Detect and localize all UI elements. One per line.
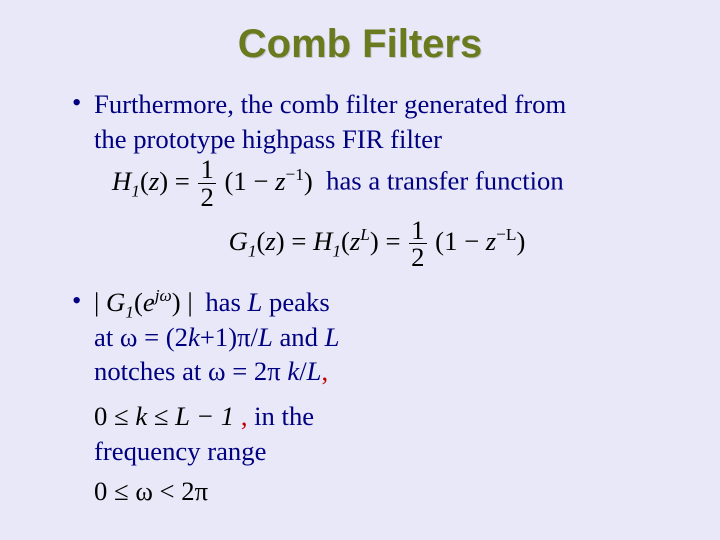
g1-fn: G	[229, 226, 248, 256]
g1-sub: 1	[248, 241, 257, 260]
bullet-2-line-6: 0 ≤ ω < 2π	[94, 474, 660, 509]
h1-arg: z	[149, 166, 159, 196]
bullet-1-eq-g1-line: G1(z) = H1(zL) = 12 (1 − z−L)	[94, 217, 660, 271]
slide-title: Comb Filters	[0, 0, 720, 67]
b2-notches-k: k	[287, 356, 299, 386]
g1-midsub: 1	[332, 241, 341, 260]
b2-peaks-a: at ω = (2	[94, 322, 188, 352]
rw-r: 2π	[181, 476, 208, 506]
g1-midbase: z	[350, 226, 360, 256]
rw-o2: <	[160, 476, 175, 506]
rw-m: ω	[135, 476, 153, 506]
b2-freq-line: frequency range	[94, 436, 266, 466]
bullet-1-line-a: Furthermore, the comb filter generated f…	[94, 87, 660, 122]
g1-coef-num: 1	[409, 217, 426, 244]
g1-a: 1	[444, 226, 457, 256]
equation-range-omega: 0 ≤ ω < 2π	[94, 476, 208, 506]
bullet-1-eq-h1-line: H1(z) = 12 (1 − z−1) has a transfer func…	[112, 156, 660, 210]
h1-coef-den: 2	[198, 183, 215, 211]
b2-peaks-L: L	[248, 287, 263, 317]
g1-close: )	[517, 226, 526, 256]
rk-r: L − 1	[175, 401, 234, 431]
bullet-2-line-2: at ω = (2k+1)π/L and L	[94, 320, 660, 355]
bullet-2: G1(ejω) has L peaks at ω = (2k+1)π/L and…	[72, 285, 660, 509]
h1-sub: 1	[131, 181, 140, 200]
b2-peaks-c: and	[273, 322, 325, 352]
bullet-1: Furthermore, the comb filter generated f…	[72, 87, 660, 271]
b2-peaks-L2: L	[258, 322, 273, 352]
g1-open: (	[435, 226, 444, 256]
g1-zexp: −L	[496, 225, 516, 244]
g1-arg: z	[265, 226, 275, 256]
mag-sub: 1	[125, 302, 134, 321]
h1-fn: H	[112, 166, 131, 196]
g1-op: −	[464, 226, 479, 256]
rk-o1: ≤	[114, 401, 129, 431]
h1-close: )	[304, 166, 313, 196]
g1-zbase: z	[486, 226, 496, 256]
bullet-1-tail: has a transfer function	[326, 166, 564, 196]
bullet-2-line-5: frequency range	[94, 434, 660, 469]
h1-a: 1	[233, 166, 246, 196]
slide: Comb Filters Furthermore, the comb filte…	[0, 0, 720, 540]
mag-base: e	[143, 287, 155, 317]
h1-coef-num: 1	[198, 156, 215, 183]
rw-l: 0	[94, 476, 107, 506]
b2-peaks-b: +1)π/	[200, 322, 258, 352]
bullet-2-line-4: 0 ≤ k ≤ L − 1 , in the	[94, 399, 660, 434]
b2-after-L: peaks	[262, 287, 329, 317]
b2-after-mag: has	[205, 287, 247, 317]
b2-notches-b: /	[299, 356, 306, 386]
b2-peaks-L3: L	[325, 322, 340, 352]
bullet-2-line-3: notches at ω = 2π k/L,	[94, 354, 660, 389]
bullet-1-line-b: the prototype highpass FIR filter	[94, 122, 660, 157]
h1-zexp: −1	[285, 165, 303, 184]
equation-g1: G1(z) = H1(zL) = 12 (1 − z−L)	[229, 226, 526, 256]
rw-o1: ≤	[114, 476, 129, 506]
g1-coef-den: 2	[409, 243, 426, 271]
slide-body: Furthermore, the comb filter generated f…	[0, 67, 720, 527]
mag-exp: jω	[155, 286, 172, 305]
rk-l: 0	[94, 401, 107, 431]
b2-range-k-tail: , in the	[241, 401, 314, 431]
b2-peaks-k: k	[188, 322, 200, 352]
equation-range-k: 0 ≤ k ≤ L − 1	[94, 401, 241, 431]
mag-fn: G	[106, 287, 125, 317]
h1-zbase: z	[275, 166, 285, 196]
g1-midfn: H	[313, 226, 332, 256]
h1-op: −	[253, 166, 268, 196]
bullet-2-line-1: G1(ejω) has L peaks	[94, 285, 660, 320]
equation-mag-g1: G1(ejω)	[94, 287, 193, 317]
b2-notches-L: L	[307, 356, 322, 386]
g1-midexp: L	[360, 225, 370, 244]
equation-h1: H1(z) = 12 (1 − z−1)	[112, 166, 319, 196]
rk-o2: ≤	[154, 401, 169, 431]
b2-notches-a: notches at ω = 2π	[94, 356, 287, 386]
b2-notches-c: ,	[321, 356, 328, 386]
rk-m: k	[135, 401, 147, 431]
